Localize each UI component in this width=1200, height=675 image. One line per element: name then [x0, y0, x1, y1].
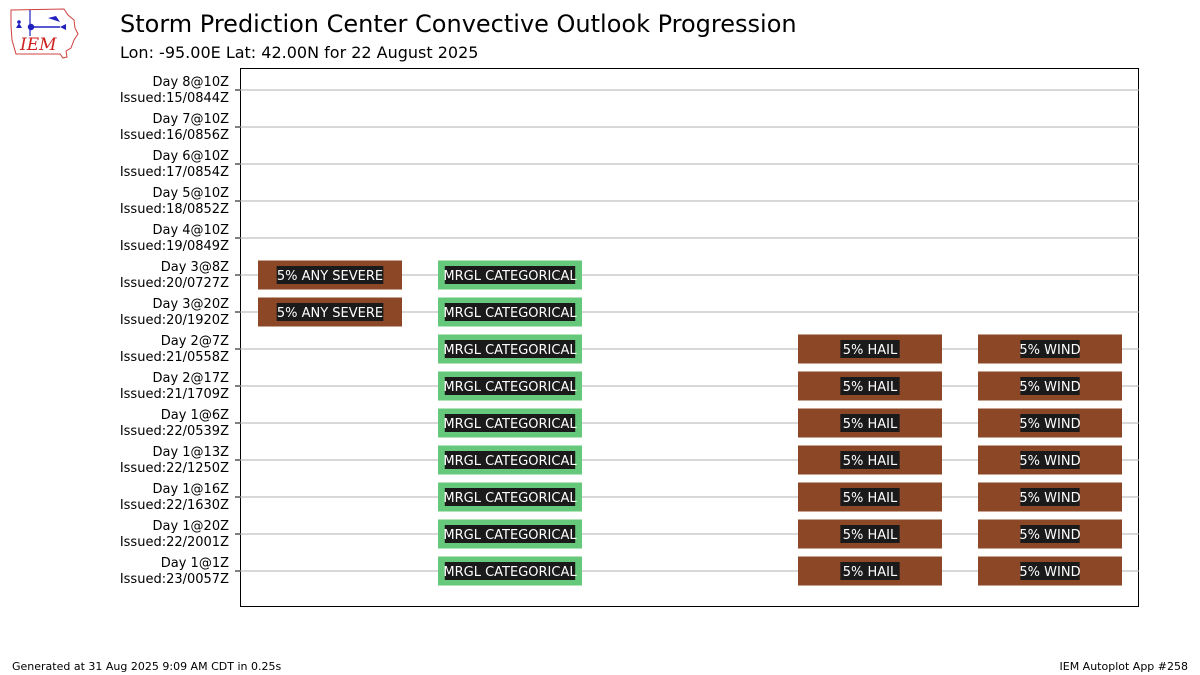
cell-label: 5% HAIL [843, 565, 898, 580]
y-tick-label-outlook: Day 3@20Z [152, 297, 229, 312]
y-tick-label-outlook: Day 1@20Z [152, 519, 229, 534]
logo-text: IEM [19, 35, 57, 55]
iem-logo: IEM [8, 6, 82, 60]
cell-label-bg [840, 488, 900, 506]
cell-label: MRGL CATEGORICAL [443, 454, 577, 469]
cell-label-bg [444, 451, 576, 469]
cell-label-bg [276, 303, 384, 321]
cell-label: MRGL CATEGORICAL [443, 491, 577, 506]
cell-label-bg [1020, 488, 1080, 506]
cell-label: MRGL CATEGORICAL [443, 380, 577, 395]
cell-label: 5% HAIL [843, 528, 898, 543]
cell-label-bg [840, 377, 900, 395]
cell-label: 5% WIND [1019, 454, 1080, 469]
y-tick-label-outlook: Day 1@13Z [152, 445, 229, 460]
y-tick-label-issued: Issued:22/1630Z [120, 498, 229, 513]
cell-label-bg [276, 266, 384, 284]
y-tick-label-outlook: Day 7@10Z [152, 112, 229, 127]
cell-label-bg [840, 562, 900, 580]
y-tick-label-issued: Issued:21/1709Z [120, 387, 229, 402]
y-tick-label-issued: Issued:22/1250Z [120, 461, 229, 476]
cell-label-bg [444, 562, 576, 580]
cell-label: MRGL CATEGORICAL [443, 565, 577, 580]
y-tick-label-issued: Issued:21/0558Z [120, 350, 229, 365]
cell-label: MRGL CATEGORICAL [443, 417, 577, 432]
cell-label: 5% WIND [1019, 380, 1080, 395]
cell-label: 5% HAIL [843, 417, 898, 432]
cell-label: 5% WIND [1019, 528, 1080, 543]
cell-label-bg [444, 377, 576, 395]
y-tick-label-issued: Issued:20/0727Z [120, 276, 229, 291]
cell-label-bg [1020, 451, 1080, 469]
cell-label-bg [840, 451, 900, 469]
y-tick-label-outlook: Day 1@1Z [161, 556, 229, 571]
cell-label: 5% HAIL [843, 380, 898, 395]
cell-label-bg [1020, 377, 1080, 395]
generated-footer: Generated at 31 Aug 2025 9:09 AM CDT in … [12, 660, 282, 673]
y-tick-label-outlook: Day 4@10Z [152, 223, 229, 238]
cell-label-bg [444, 414, 576, 432]
y-tick-label-issued: Issued:16/0856Z [120, 128, 229, 143]
y-tick-label-issued: Issued:22/2001Z [120, 535, 229, 550]
cell-label-bg [1020, 562, 1080, 580]
cell-label-bg [1020, 525, 1080, 543]
y-tick-label-outlook: Day 6@10Z [152, 149, 229, 164]
chart-title: Storm Prediction Center Convective Outlo… [120, 10, 797, 38]
iowa-map-icon: IEM [10, 8, 79, 59]
cell-label: MRGL CATEGORICAL [443, 306, 577, 321]
cell-label-bg [444, 266, 576, 284]
y-tick-label-outlook: Day 2@7Z [161, 334, 229, 349]
cell-label-bg [840, 340, 900, 358]
cell-label-bg [444, 303, 576, 321]
cell-label: 5% HAIL [843, 491, 898, 506]
cell-label: 5% HAIL [843, 454, 898, 469]
y-tick-label-outlook: Day 5@10Z [152, 186, 229, 201]
cell-label: MRGL CATEGORICAL [443, 269, 577, 284]
cell-label: 5% ANY SEVERE [277, 306, 383, 321]
y-tick-label-issued: Issued:18/0852Z [120, 202, 229, 217]
cell-label: 5% WIND [1019, 565, 1080, 580]
cell-label-bg [444, 488, 576, 506]
y-tick-label-outlook: Day 2@17Z [152, 371, 229, 386]
cell-label: 5% WIND [1019, 343, 1080, 358]
chart-subtitle: Lon: -95.00E Lat: 42.00N for 22 August 2… [120, 43, 479, 62]
cell-label-bg [1020, 414, 1080, 432]
cell-label-bg [444, 340, 576, 358]
cell-label: MRGL CATEGORICAL [443, 343, 577, 358]
y-tick-label-issued: Issued:22/0539Z [120, 424, 229, 439]
y-tick-label-issued: Issued:19/0849Z [120, 239, 229, 254]
plot-area [240, 68, 1139, 607]
y-tick-label-outlook: Day 3@8Z [161, 260, 229, 275]
cell-label-bg [444, 525, 576, 543]
cell-label: MRGL CATEGORICAL [443, 528, 577, 543]
cell-label: 5% WIND [1019, 417, 1080, 432]
y-tick-label-outlook: Day 1@16Z [152, 482, 229, 497]
y-tick-label-issued: Issued:23/0057Z [120, 572, 229, 587]
y-tick-label-outlook: Day 8@10Z [152, 75, 229, 90]
app-footer: IEM Autoplot App #258 [1059, 660, 1189, 673]
cell-label: 5% WIND [1019, 491, 1080, 506]
cell-label-bg [840, 414, 900, 432]
cell-label-bg [840, 525, 900, 543]
y-tick-label-issued: Issued:17/0854Z [120, 165, 229, 180]
y-tick-label-outlook: Day 1@6Z [161, 408, 229, 423]
cell-label: 5% ANY SEVERE [277, 269, 383, 284]
y-tick-label-issued: Issued:20/1920Z [120, 313, 229, 328]
cell-label: 5% HAIL [843, 343, 898, 358]
y-tick-label-issued: Issued:15/0844Z [120, 91, 229, 106]
cell-label-bg [1020, 340, 1080, 358]
